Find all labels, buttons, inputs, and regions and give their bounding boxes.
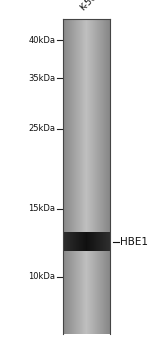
Text: 35kDa: 35kDa	[28, 74, 56, 83]
Text: 25kDa: 25kDa	[28, 124, 56, 133]
Text: 15kDa: 15kDa	[28, 204, 56, 213]
Text: HBE1: HBE1	[120, 237, 148, 247]
Text: K-562: K-562	[78, 0, 103, 12]
Text: 40kDa: 40kDa	[28, 35, 56, 45]
Text: 10kDa: 10kDa	[28, 272, 56, 281]
